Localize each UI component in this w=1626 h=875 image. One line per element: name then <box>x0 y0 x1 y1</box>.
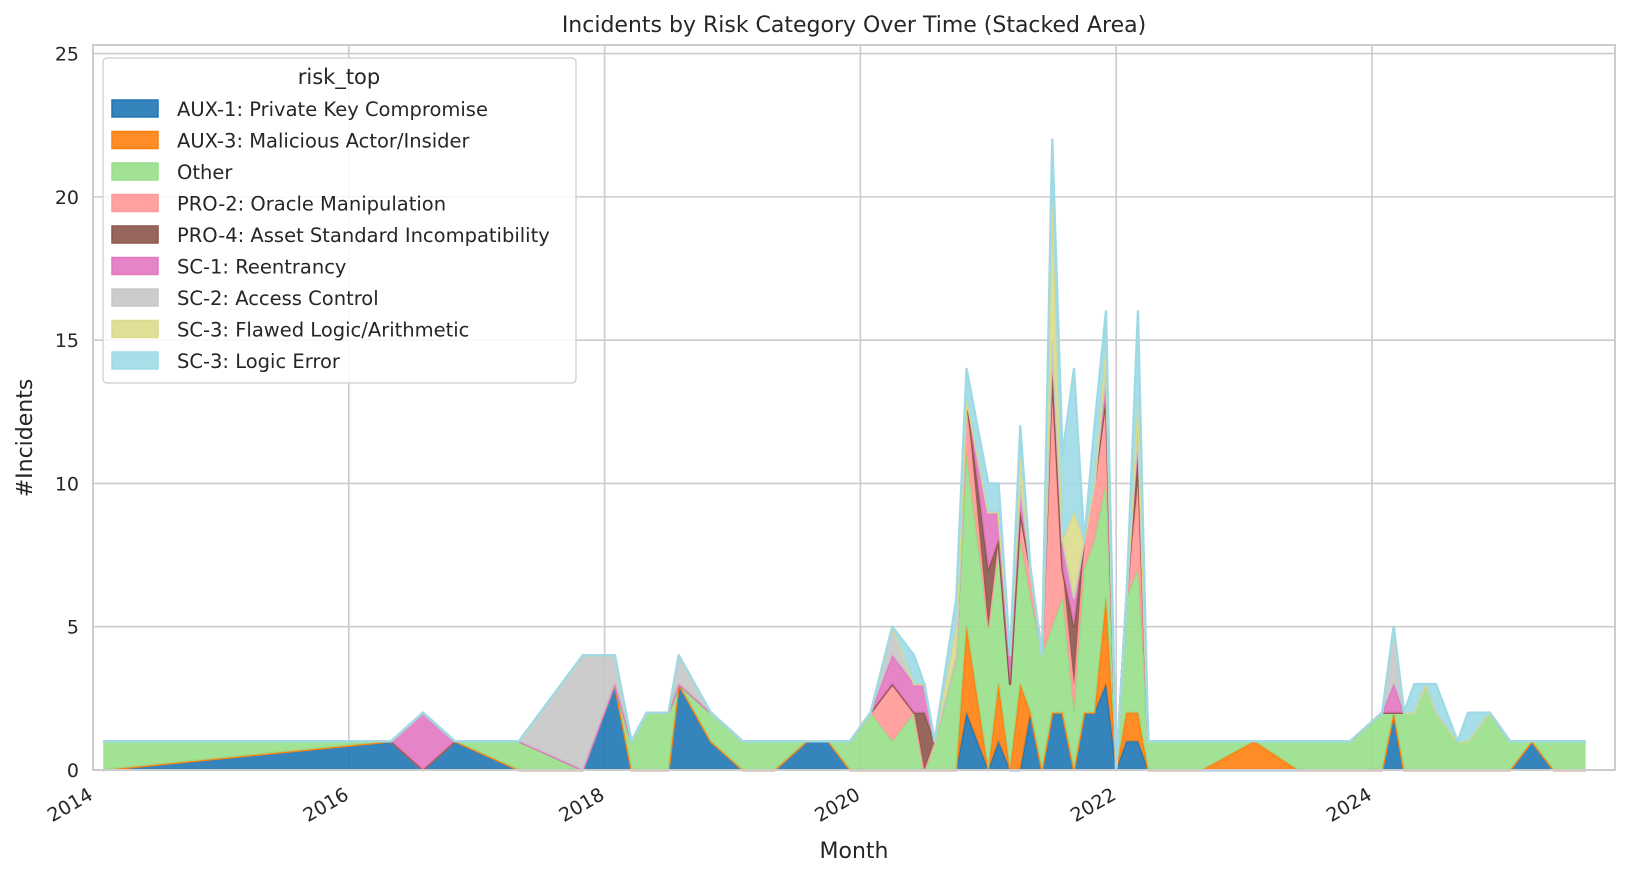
legend-swatch-sc-3-logic-error <box>111 351 159 370</box>
legend-box <box>102 57 577 384</box>
legend-swatch-sc-1-reentrancy <box>111 256 159 276</box>
y-tick-label: 25 <box>55 44 79 66</box>
legend-swatch-pro-4-asset-standard-incompatibility <box>111 225 159 244</box>
y-axis-title: #Incidents <box>13 379 38 498</box>
area-other <box>103 454 1586 770</box>
legend-label-sc-3-flawed-logic-arithmetic: SC-3: Flawed Logic/Arithmetic <box>177 319 469 342</box>
chart-title: Incidents by Risk Category Over Time (St… <box>562 13 1146 38</box>
legend: risk_top AUX-1: Private Key Compromise AU… <box>102 57 577 384</box>
area-sc-3-logic-error <box>103 139 1586 770</box>
legend-label-pro-2-oracle-manipulation: PRO-2: Oracle Manipulation <box>177 193 446 216</box>
legend-swatch-aux-3-malicious-actor-insider <box>111 130 159 150</box>
area-aux-1-private-key-compromise <box>103 684 1586 770</box>
plot-border <box>92 44 1616 771</box>
legend-label-aux-1-private-key-compromise: AUX-1: Private Key Compromise <box>177 98 488 121</box>
plot-frame <box>92 44 1616 771</box>
legend-swatch-sc-3-flawed-logic-arithmetic <box>111 319 159 339</box>
area-layer <box>103 138 1586 772</box>
legend-label-pro-4-asset-standard-incompatibility: PRO-4: Asset Standard Incompatibility <box>177 224 550 247</box>
legend-label-sc-3-logic-error: SC-3: Logic Error <box>177 350 341 373</box>
legend-label-other: Other <box>177 161 233 184</box>
x-axis-title: Month <box>820 839 889 864</box>
y-tick-label: 0 <box>67 760 79 782</box>
y-tick-label: 10 <box>55 473 79 495</box>
line-sc-3-logic-error <box>103 138 1586 772</box>
legend-label-sc-1-reentrancy: SC-1: Reentrancy <box>177 256 346 279</box>
y-tick-label: 5 <box>67 617 79 639</box>
legend-title: risk_top <box>298 65 380 90</box>
legend-swatch-aux-1-private-key-compromise <box>111 99 159 118</box>
legend-swatch-pro-2-oracle-manipulation <box>111 193 159 213</box>
legend-label-sc-2-access-control: SC-2: Access Control <box>177 287 379 310</box>
legend-label-aux-3-malicious-actor-insider: AUX-3: Malicious Actor/Insider <box>177 130 471 153</box>
legend-swatch-sc-2-access-control <box>111 288 159 307</box>
y-tick-label: 15 <box>55 330 79 352</box>
y-tick-label: 20 <box>55 187 79 209</box>
legend-swatch-other <box>111 162 159 181</box>
